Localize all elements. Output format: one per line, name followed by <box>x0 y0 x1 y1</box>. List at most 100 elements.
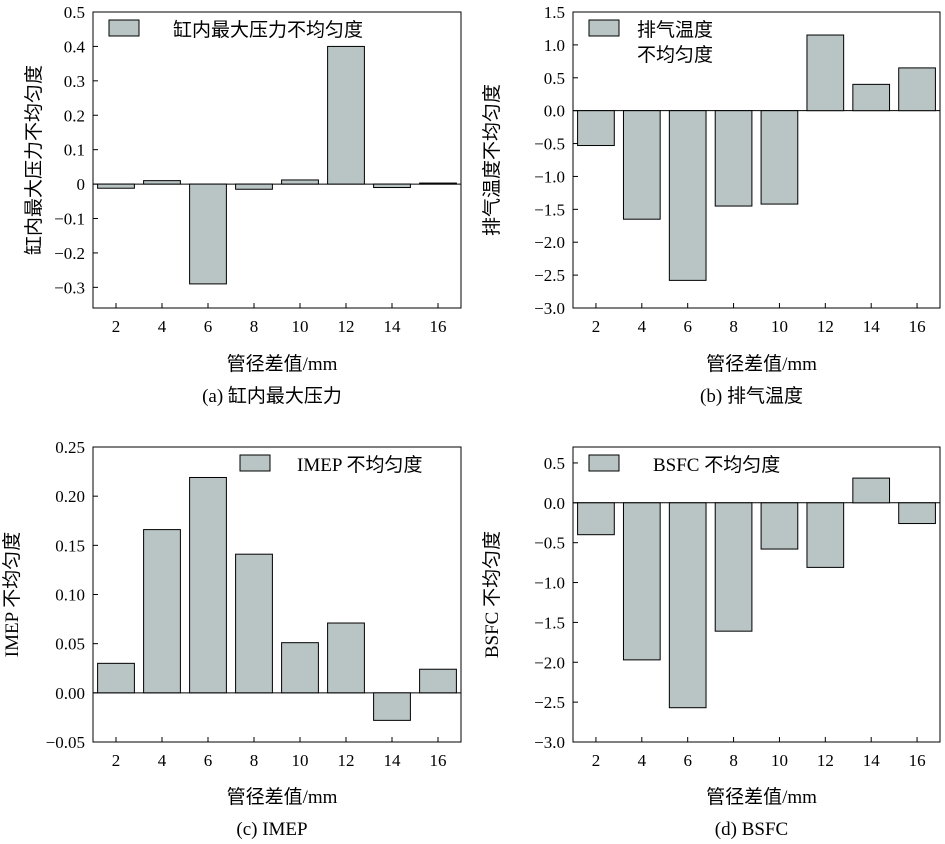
legend-swatch <box>108 19 140 37</box>
y-axis-label: BSFC 不均匀度 <box>481 531 503 658</box>
y-axis-label: 排气温度不均匀度 <box>481 84 503 236</box>
x-axis-label: 管径差值/mm <box>706 353 817 375</box>
x-tick-label: 14 <box>863 751 881 770</box>
bar-4 <box>622 502 661 661</box>
x-tick-label: 2 <box>592 317 601 336</box>
x-tick-label: 4 <box>638 317 647 336</box>
x-tick-label: 6 <box>683 751 692 770</box>
bar-6 <box>189 183 227 285</box>
x-tick-label: 8 <box>250 751 259 770</box>
bar-14 <box>852 83 891 112</box>
y-tick-label: 1.5 <box>544 3 565 22</box>
x-tick-label: 16 <box>909 317 926 336</box>
y-tick-label: −1.0 <box>534 167 565 186</box>
x-tick-label: 8 <box>729 317 738 336</box>
bar-16 <box>419 182 457 185</box>
y-tick-label: 0.0 <box>544 102 565 121</box>
x-tick-label: 16 <box>909 751 926 770</box>
x-tick-label: 4 <box>158 751 167 770</box>
x-tick-label: 10 <box>771 317 788 336</box>
bar-4 <box>143 180 181 185</box>
x-tick-label: 12 <box>817 317 834 336</box>
legend-label: 缸内最大压力不均匀度 <box>173 19 363 41</box>
bar-2 <box>97 183 135 189</box>
bar-2 <box>97 662 135 694</box>
bar-10 <box>760 502 799 550</box>
bar-10 <box>760 110 799 205</box>
y-tick-label: −1.5 <box>534 200 565 219</box>
legend-label: BSFC 不均匀度 <box>653 454 780 476</box>
x-tick-label: 4 <box>158 317 167 336</box>
bar-14 <box>373 183 411 189</box>
y-tick-label: 0.20 <box>55 487 85 506</box>
x-tick-label: 8 <box>250 317 259 336</box>
y-tick-label: 0.5 <box>64 3 85 22</box>
x-tick-label: 10 <box>292 317 309 336</box>
y-tick-label: 0.15 <box>55 536 85 555</box>
y-axis-label: IMEP 不均匀度 <box>1 532 23 657</box>
y-tick-label: −0.5 <box>534 534 565 553</box>
panel-caption: (c) IMEP <box>236 819 307 840</box>
bar-8 <box>714 502 753 632</box>
y-tick-label: 0.2 <box>64 106 85 125</box>
x-tick-label: 10 <box>292 751 309 770</box>
x-tick-label: 12 <box>338 317 355 336</box>
bar-2 <box>577 502 615 536</box>
x-axis-label: 管径差值/mm <box>706 786 817 808</box>
y-tick-label: −3.0 <box>534 733 565 752</box>
y-tick-label: −0.05 <box>46 733 85 752</box>
y-tick-label: −0.2 <box>54 244 85 263</box>
legend-swatch <box>588 454 620 472</box>
axes-frame <box>572 446 941 743</box>
bar-4 <box>622 110 661 220</box>
y-tick-label: −3.0 <box>534 299 565 318</box>
y-tick-label: 0.5 <box>544 69 565 88</box>
y-tick-label: 0.3 <box>64 72 85 91</box>
bar-14 <box>852 477 891 504</box>
x-tick-label: 10 <box>771 751 788 770</box>
bar-10 <box>281 642 319 694</box>
x-tick-label: 6 <box>683 317 692 336</box>
y-tick-label: −2.0 <box>534 233 565 252</box>
bar-12 <box>327 622 365 694</box>
panel-a: −0.3 −0.2 −0.1 0 0.1 0.2 0.3 0.4 0.5 2 4 6 8 10 12 14 16… <box>23 3 462 407</box>
panel-b: −3.0 −2.5 −2.0 −1.5 −1.0 −0.5 0.0 0.5 1.0 1.5 2 4 6 8… <box>481 3 941 407</box>
bar-4 <box>143 529 181 694</box>
y-tick-label: 0.05 <box>55 635 85 654</box>
axes-frame <box>572 11 941 309</box>
y-tick-label: 0.00 <box>55 684 85 703</box>
y-tick-label: 1.0 <box>544 36 565 55</box>
bar-6 <box>189 476 227 694</box>
y-tick-label: 0.5 <box>544 454 565 473</box>
bar-8 <box>714 110 753 207</box>
y-tick-label: 0.10 <box>55 586 85 605</box>
y-tick-label: −2.5 <box>534 693 565 712</box>
bar-12 <box>806 502 845 568</box>
x-tick-label: 12 <box>338 751 355 770</box>
legend-label: IMEP 不均匀度 <box>297 454 422 476</box>
y-tick-label: 0.4 <box>64 37 86 56</box>
y-tick-label: 0 <box>77 175 86 194</box>
y-tick-label: −2.0 <box>534 653 565 672</box>
x-tick-label: 4 <box>638 751 647 770</box>
bar-12 <box>806 34 845 112</box>
y-tick-label: −1.0 <box>534 574 565 593</box>
y-tick-label: 0.1 <box>64 141 85 160</box>
y-tick-label: −0.5 <box>534 135 565 154</box>
bar-16 <box>898 502 936 525</box>
y-tick-label: −0.1 <box>54 210 85 229</box>
bar-2 <box>577 110 615 147</box>
panel-caption: (b) 排气温度 <box>700 385 803 407</box>
panel-caption: (d) BSFC <box>715 819 788 840</box>
y-tick-label: 0.0 <box>544 494 565 513</box>
bar-16 <box>419 668 457 694</box>
x-tick-label: 16 <box>430 751 447 770</box>
y-tick-label: −2.5 <box>534 266 565 285</box>
y-tick-label: 0.25 <box>55 438 85 457</box>
x-tick-label: 14 <box>384 751 402 770</box>
legend-label: 排气温度 <box>637 19 713 41</box>
y-tick-label: −1.5 <box>534 613 565 632</box>
bar-12 <box>327 45 365 185</box>
x-axis-label: 管径差值/mm <box>227 353 338 375</box>
